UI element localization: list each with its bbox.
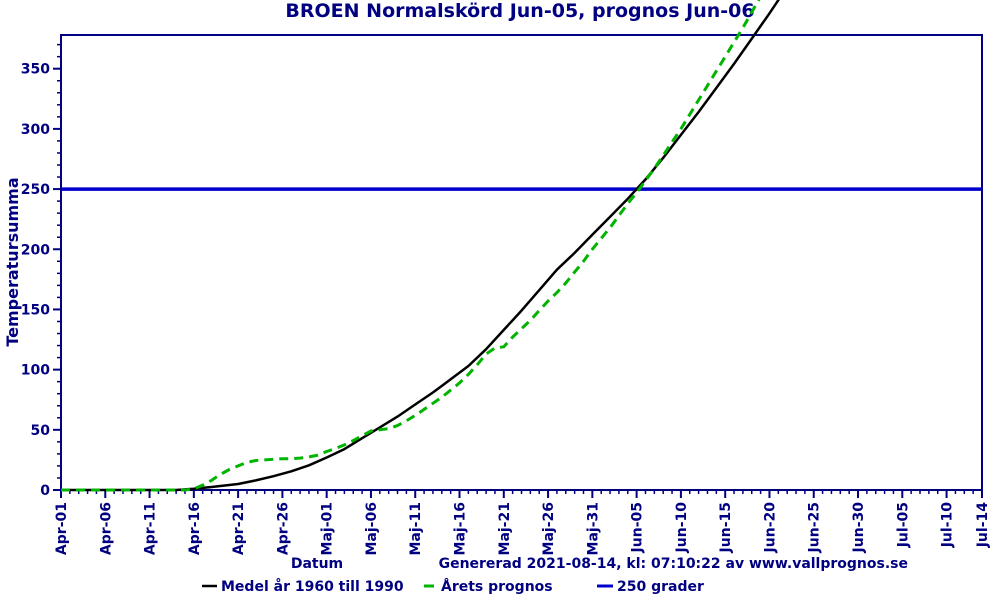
x-tick-label: Jun-10	[674, 502, 690, 554]
x-tick-label: Jun-30	[851, 502, 867, 554]
x-tick-label: Jun-15	[718, 502, 734, 553]
x-tick-label: Maj-26	[541, 502, 557, 555]
y-tick-label: 150	[21, 302, 50, 318]
x-tick-label: Apr-21	[231, 502, 247, 555]
generated-timestamp: Genererad 2021-08-14, kl: 07:10:22 av ww…	[439, 556, 908, 572]
legend-normal-label: Medel år 1960 till 1990	[221, 578, 404, 595]
x-tick-label: Maj-01	[320, 502, 336, 555]
y-tick-label: 300	[21, 122, 50, 138]
x-tick-label: Jun-05	[630, 502, 646, 553]
x-tick-label: Jun-25	[807, 502, 823, 553]
x-tick-label: Jul-14	[975, 502, 990, 549]
x-tick-label: Maj-21	[497, 502, 513, 555]
legend-forecast-label: Årets prognos	[441, 578, 553, 595]
y-tick-label: 200	[21, 242, 50, 258]
axis-frame	[60, 34, 983, 491]
forecast-series-line	[61, 0, 761, 492]
chart-title: BROEN Normalskörd Jun-05, prognos Jun-06	[285, 0, 754, 22]
x-tick-label: Maj-16	[453, 502, 469, 555]
x-tick-label: Maj-06	[364, 502, 380, 555]
y-tick-label: 0	[40, 483, 50, 499]
y-axis-label: Temperatursumma	[3, 177, 22, 346]
legend: Medel år 1960 till 1990 Årets prognos 25…	[202, 578, 704, 595]
x-tick-label: Apr-11	[143, 502, 159, 555]
x-axis-label: Datum	[291, 556, 343, 572]
x-tick-label: Apr-06	[98, 502, 114, 555]
x-tick-label: Apr-26	[275, 502, 291, 555]
x-tick-label: Apr-16	[187, 502, 203, 555]
x-tick-label: Jul-10	[940, 502, 956, 549]
legend-threshold-label: 250 grader	[617, 579, 704, 595]
x-tick-label: Maj-11	[408, 502, 424, 555]
plot-area: 0 50 100 150 200 250 300 350 Apr-01 Apr-06 Apr-11 A…	[21, 0, 990, 555]
x-tick-label: Maj-31	[585, 502, 601, 555]
y-tick-label: 100	[21, 363, 50, 379]
x-tick-label: Jul-05	[895, 502, 911, 548]
y-tick-label: 50	[31, 423, 51, 439]
normal-series-line	[61, 0, 780, 492]
y-tick-label: 350	[21, 62, 50, 78]
x-tick-label: Jun-20	[762, 502, 778, 554]
y-tick-label: 250	[21, 182, 50, 198]
x-tick-label: Apr-01	[54, 502, 70, 555]
